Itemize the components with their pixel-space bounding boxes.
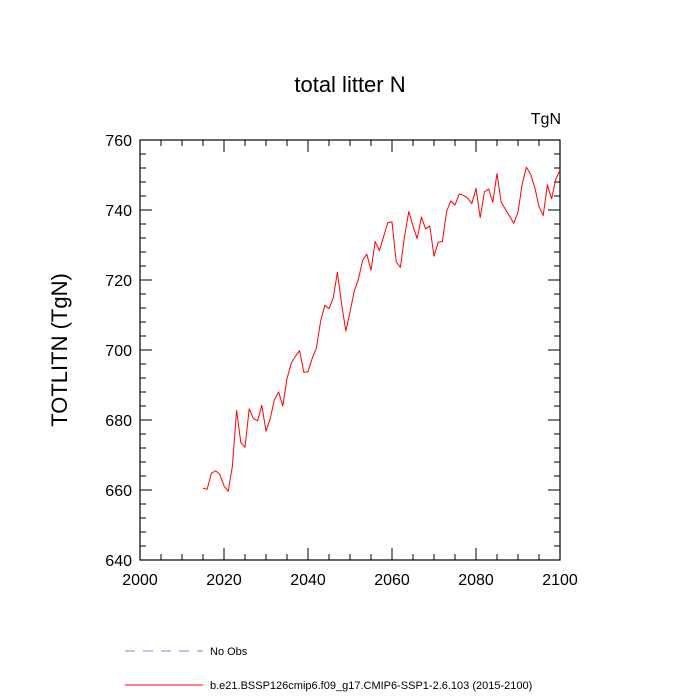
legend-label-model-run: b.e21.BSSP126cmip6.f09_g17.CMIP6-SSP1-2.…: [210, 680, 532, 692]
axis-ticks: [139, 139, 561, 561]
legend: No Obs b.e21.BSSP126cmip6.f09_g17.CMIP6-…: [125, 646, 532, 692]
x-tick-label: 2040: [290, 572, 326, 589]
y-tick-labels: 640 660 680 700 720 740 760: [105, 133, 132, 570]
x-tick-label: 2020: [206, 572, 242, 589]
x-tick-label: 2080: [458, 572, 494, 589]
y-tick-label: 680: [105, 413, 132, 430]
y-tick-label: 720: [105, 273, 132, 290]
x-tick-label: 2000: [122, 572, 158, 589]
units-label: TgN: [531, 111, 561, 128]
chart-title: total litter N: [294, 72, 405, 97]
x-tick-label: 2100: [542, 572, 578, 589]
y-tick-label: 740: [105, 203, 132, 220]
x-tick-label: 2060: [374, 572, 410, 589]
legend-label-no-obs: No Obs: [210, 646, 248, 658]
y-tick-label: 760: [105, 133, 132, 150]
series-layer: [202, 166, 561, 492]
series-line-0: [202, 166, 561, 492]
y-axis-label: TOTLITN (TgN): [47, 273, 72, 427]
y-tick-label: 700: [105, 343, 132, 360]
x-tick-labels: 2000 2020 2040 2060 2080 2100: [122, 572, 578, 589]
y-tick-label: 660: [105, 483, 132, 500]
y-tick-label: 640: [105, 553, 132, 570]
plot-frame: [139, 139, 561, 561]
